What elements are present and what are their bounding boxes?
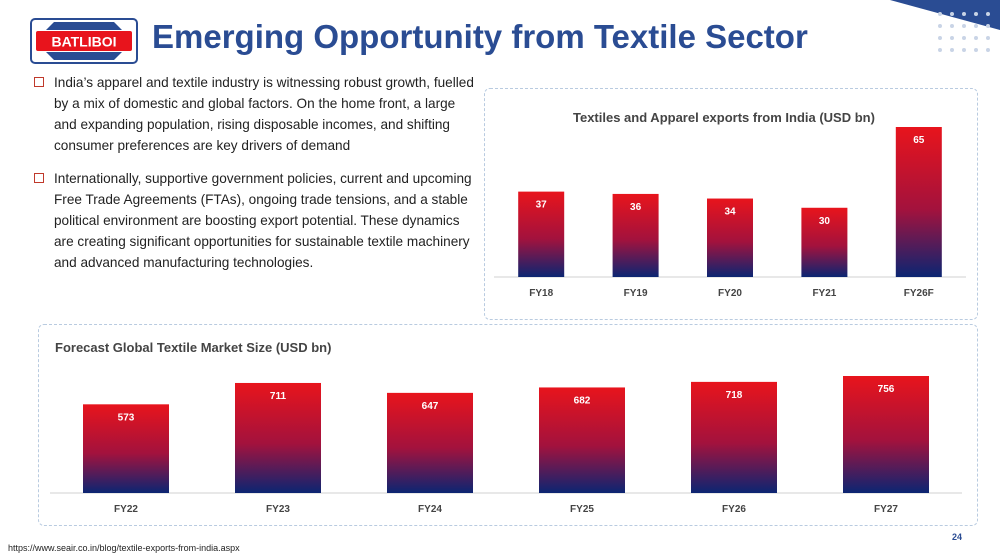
dot-pattern [938, 12, 990, 52]
data-label: 65 [913, 135, 925, 146]
bar [235, 382, 321, 493]
checkbox-bullet-icon [34, 173, 44, 183]
bullet-text: India’s apparel and textile industry is … [54, 75, 474, 153]
data-label: 718 [726, 390, 743, 401]
exports-chart-panel [484, 88, 978, 320]
bar [707, 198, 753, 277]
data-label: 711 [270, 391, 287, 402]
bar [387, 392, 473, 493]
source-url: https://www.seair.co.in/blog/textile-exp… [8, 543, 240, 553]
bullet-text: Internationally, supportive government p… [54, 171, 472, 270]
x-tick-label: FY18 [529, 288, 553, 299]
exports-chart: 37 FY18 36 FY19 34 FY20 30 FY21 65 FY26F [494, 127, 966, 299]
x-tick-label: FY23 [266, 504, 290, 515]
exports-chart-title: Textiles and Apparel exports from India … [573, 110, 875, 125]
data-label: 30 [819, 216, 831, 227]
bar [612, 193, 659, 277]
x-tick-label: FY26F [904, 288, 934, 299]
market-chart-title: Forecast Global Textile Market Size (USD… [55, 340, 332, 355]
bullet-item: Internationally, supportive government p… [34, 168, 474, 273]
bullet-item: India’s apparel and textile industry is … [34, 72, 474, 156]
page-title: Emerging Opportunity from Textile Sector [152, 18, 808, 55]
data-label: 36 [630, 202, 642, 213]
corner-decoration [890, 0, 1000, 52]
data-label: 756 [878, 384, 895, 395]
x-tick-label: FY27 [874, 504, 898, 515]
data-label: 34 [724, 207, 736, 218]
batliboi-logo: BATLIBOI [30, 18, 138, 64]
x-tick-label: FY22 [114, 504, 138, 515]
data-label: 37 [536, 200, 548, 211]
market-chart: 573 FY22 711 FY23 647 FY24 682 FY25 718 FY26 756 FY… [50, 376, 962, 515]
x-tick-label: FY21 [812, 288, 836, 299]
bar [539, 387, 625, 493]
data-label: 647 [422, 401, 439, 412]
bar [895, 127, 942, 277]
bullet-list: India’s apparel and textile industry is … [34, 72, 474, 285]
bar [83, 404, 169, 493]
x-tick-label: FY24 [418, 504, 442, 515]
data-label: 573 [118, 412, 135, 423]
checkbox-bullet-icon [34, 77, 44, 87]
x-tick-label: FY20 [718, 288, 742, 299]
logo-text: BATLIBOI [51, 34, 116, 50]
bar [843, 376, 929, 493]
data-label: 682 [574, 395, 591, 406]
page-number: 24 [952, 532, 963, 542]
x-tick-label: FY26 [722, 504, 746, 515]
bar [691, 381, 777, 493]
bar [518, 191, 565, 277]
market-chart-panel [38, 324, 978, 526]
bar [801, 207, 848, 277]
x-tick-label: FY25 [570, 504, 594, 515]
x-tick-label: FY19 [624, 288, 648, 299]
